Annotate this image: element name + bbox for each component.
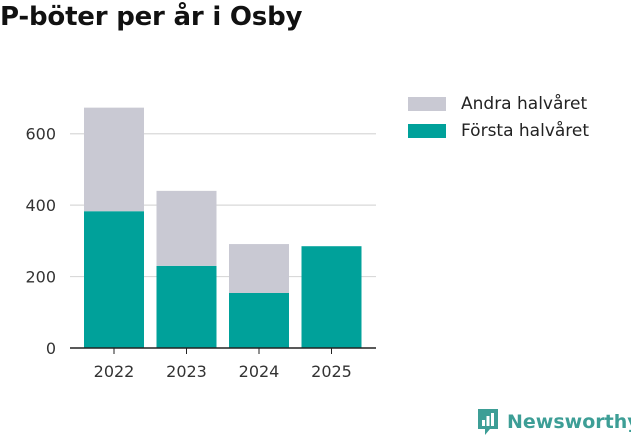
bar-2023-andra-halvaret xyxy=(156,190,217,266)
legend-label-forsta-halvaret: Första halvåret xyxy=(461,120,590,141)
y-tick-label-0: 0 xyxy=(46,339,56,358)
bar-2023-forsta-halvaret xyxy=(156,265,217,348)
bar-2024-forsta-halvaret xyxy=(229,293,289,348)
bar-2025-forsta-halvaret xyxy=(301,246,362,348)
bar-2022-forsta-halvaret xyxy=(84,211,144,348)
x-tick-label-2025: 2025 xyxy=(311,362,352,381)
y-tick-label-600: 600 xyxy=(25,125,56,144)
legend: Andra halvåret Första halvåret xyxy=(408,90,589,144)
x-tick-label-2024: 2024 xyxy=(239,362,280,381)
chart-title: P-böter per år i Osby xyxy=(0,2,303,32)
legend-swatch-forsta-halvaret xyxy=(408,123,446,138)
legend-label-andra-halvaret: Andra halvåret xyxy=(461,93,588,114)
y-tick-label-400: 400 xyxy=(25,196,56,215)
y-tick-label-200: 200 xyxy=(25,268,56,287)
x-tick-label-2022: 2022 xyxy=(94,362,135,381)
newsworthy-chart-logo-icon xyxy=(478,409,498,435)
legend-item-forsta-halvaret: Första halvåret xyxy=(408,117,589,144)
legend-swatch-andra-halvaret xyxy=(408,96,446,111)
x-tick-label-2023: 2023 xyxy=(166,362,207,381)
legend-item-andra-halvaret: Andra halvåret xyxy=(408,90,589,117)
bar-2022-andra-halvaret xyxy=(84,107,144,212)
newsworthy-logo-text: Newsworthy xyxy=(507,411,631,433)
bar-2024-andra-halvaret xyxy=(229,244,289,293)
newsworthy-logo: Newsworthy xyxy=(476,407,631,437)
